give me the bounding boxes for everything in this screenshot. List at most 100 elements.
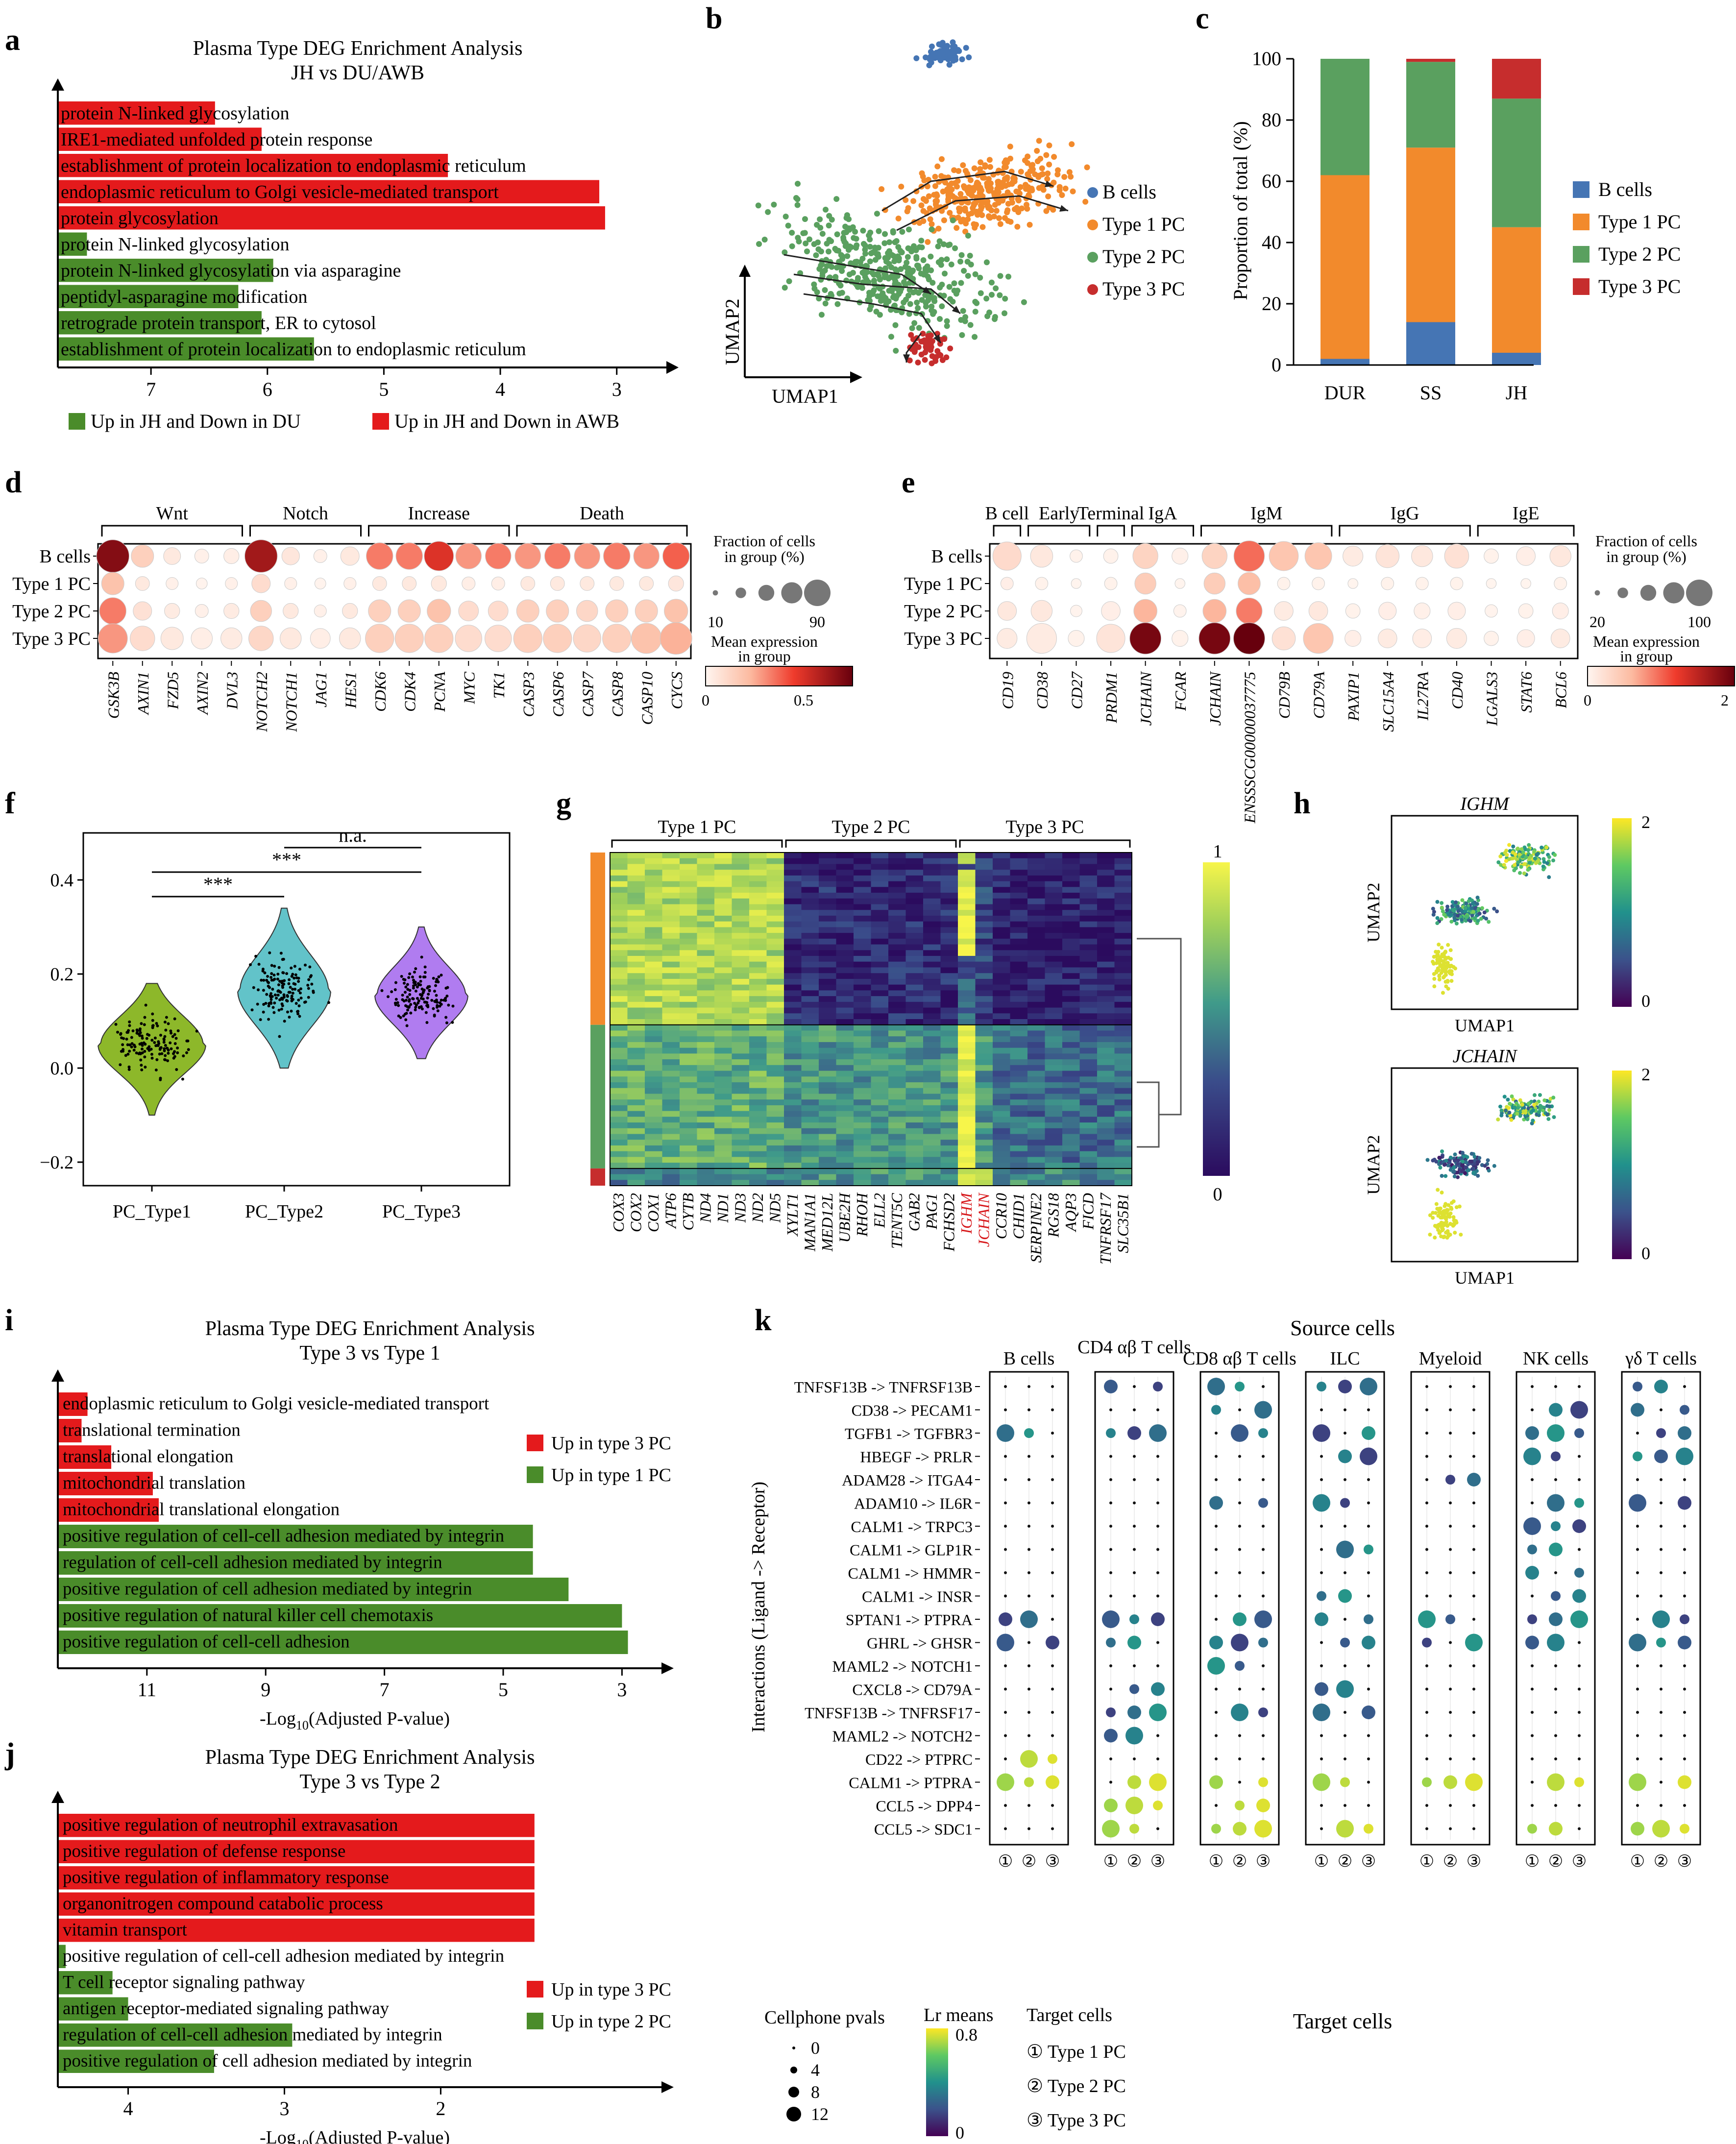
- umap-point: [1535, 859, 1540, 864]
- violin-point: [175, 1068, 178, 1072]
- heatmap-cell: [923, 1088, 941, 1094]
- heatmap-cell: [940, 1065, 958, 1072]
- heatmap-cell: [662, 1157, 680, 1163]
- heatmap-cell: [836, 1174, 854, 1180]
- heatmap-cell: [871, 875, 889, 882]
- umap-point: [1428, 1213, 1432, 1218]
- heatmap-cell: [801, 1030, 819, 1037]
- expression-dot: [1030, 600, 1053, 622]
- heatmap-cell: [1062, 990, 1080, 997]
- umap-point: [1460, 1163, 1464, 1168]
- interaction-dot: [1678, 1775, 1691, 1789]
- heatmap-cell: [714, 1048, 732, 1054]
- interaction-dot: [1258, 1707, 1268, 1717]
- interaction-dot: [1262, 1734, 1265, 1737]
- umap-point: [1055, 167, 1061, 173]
- umap-point: [1452, 916, 1457, 920]
- x-tick-label: 7: [380, 1679, 390, 1701]
- heatmap-cell: [923, 887, 941, 893]
- heatmap-cell: [645, 1042, 662, 1048]
- heatmap-cell: [940, 1128, 958, 1134]
- heatmap-cell: [749, 1163, 767, 1169]
- heatmap-cell: [732, 1048, 750, 1054]
- umap-point: [829, 217, 835, 223]
- violin-point: [294, 973, 297, 976]
- interaction-dot: [1238, 1501, 1241, 1505]
- source-cells-title: Source cells: [1290, 1316, 1395, 1340]
- enrichment-term-label: regulation of cell-cell adhesion mediate…: [63, 2024, 442, 2045]
- heatmap-cell: [993, 1140, 1010, 1146]
- heatmap-cell: [749, 864, 767, 870]
- heatmap-cell: [749, 1053, 767, 1060]
- heatmap-cell: [1114, 1088, 1132, 1094]
- heatmap-cell: [627, 1030, 645, 1037]
- legend-label: Type 1 PC: [1102, 213, 1185, 235]
- umap-point: [1443, 950, 1448, 954]
- heatmap-cell: [627, 1082, 645, 1089]
- violin-point: [290, 995, 293, 998]
- umap-point: [986, 213, 992, 219]
- heatmap-cell: [1114, 973, 1132, 979]
- violin-point: [262, 1010, 265, 1014]
- umap-point: [944, 323, 950, 329]
- heatmap-cell: [1027, 1180, 1045, 1186]
- heatmap-cell: [801, 1111, 819, 1117]
- heatmap-cell: [888, 1071, 906, 1077]
- umap-point: [921, 177, 928, 184]
- interaction-dot: [1344, 1525, 1346, 1528]
- heatmap-cell: [662, 933, 680, 939]
- gene-group-label: Death: [580, 503, 624, 524]
- heatmap-cell: [732, 990, 750, 997]
- expression-dot: [1518, 603, 1534, 619]
- panel-i: Plasma Type DEG Enrichment Analysis Type…: [51, 1317, 674, 1732]
- heatmap-cell: [1062, 1076, 1080, 1083]
- pvals-legend-label: 8: [811, 2082, 820, 2102]
- legend-swatch: [1573, 246, 1589, 263]
- heatmap-cell: [610, 1145, 628, 1152]
- heatmap-cell: [854, 858, 871, 864]
- heatmap-cell: [801, 1001, 819, 1008]
- umap-point: [1448, 1221, 1453, 1226]
- heatmap-cell: [784, 1071, 802, 1077]
- violin-point: [262, 978, 266, 982]
- heatmap-cell: [1114, 915, 1132, 922]
- heatmap-cell: [662, 910, 680, 916]
- heatmap-cell: [819, 1111, 836, 1117]
- violin-point: [265, 993, 269, 996]
- heatmap-cell: [958, 1151, 976, 1157]
- heatmap-cell: [905, 1111, 924, 1117]
- umap-point: [855, 284, 861, 290]
- umap-point: [970, 205, 976, 211]
- heatmap-cell: [749, 1042, 767, 1048]
- umap-point: [1518, 871, 1522, 875]
- umap-point: [961, 183, 967, 190]
- heatmap-cell: [801, 944, 819, 950]
- interaction-dot: [1531, 1757, 1534, 1760]
- umap-point: [1527, 843, 1531, 847]
- heatmap-cell: [836, 1094, 854, 1100]
- umap-point: [1460, 898, 1465, 902]
- heatmap-cell: [905, 1145, 924, 1152]
- heatmap-cell: [680, 915, 697, 922]
- violin-point: [271, 1006, 275, 1009]
- heatmap-cell: [1097, 1001, 1115, 1008]
- umap-point: [997, 273, 1003, 279]
- umap-point: [834, 231, 840, 238]
- interaction-dot: [1418, 1610, 1436, 1628]
- umap-point: [958, 252, 965, 258]
- violin-point: [402, 981, 406, 985]
- heatmap-cell: [627, 990, 645, 997]
- heatmap-cell: [854, 1001, 871, 1008]
- expression-dot: [191, 627, 213, 650]
- heatmap-cell: [836, 1099, 854, 1106]
- heatmap-cell: [975, 1024, 993, 1031]
- stacked-bar-segment: [1406, 59, 1455, 62]
- umap-point: [1032, 171, 1038, 177]
- heatmap-cell: [680, 938, 697, 945]
- heatmap-cell: [1079, 984, 1098, 991]
- umap-point: [1082, 198, 1089, 205]
- interaction-dot: [1344, 1618, 1346, 1621]
- heatmap-cell: [940, 858, 958, 864]
- heatmap-cell: [697, 1076, 715, 1083]
- heatmap-cell: [610, 875, 628, 882]
